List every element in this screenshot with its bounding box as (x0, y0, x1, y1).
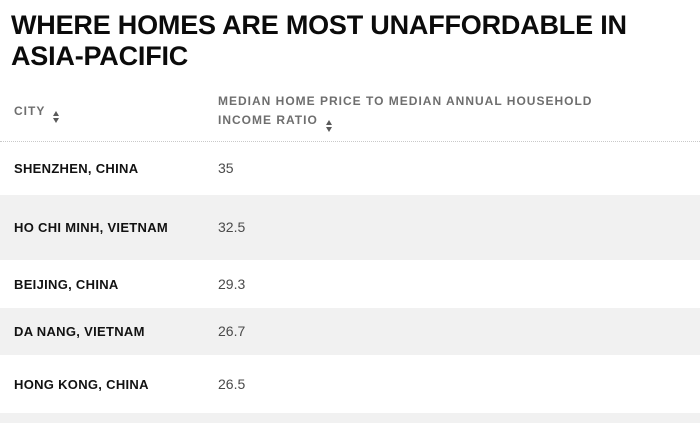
sort-arrows-icon[interactable] (53, 110, 60, 123)
sort-down-icon (325, 127, 332, 132)
ratio-cell: 26.7 (218, 323, 246, 339)
table-row: HO CHI MINH, VIETNAM 32.5 (0, 195, 700, 260)
sort-up-icon (53, 110, 60, 116)
table-row: SHENZHEN, CHINA 35 (0, 142, 700, 195)
city-cell: SHENZHEN, CHINA (14, 161, 139, 176)
table-row: DA NANG, VIETNAM 26.7 (0, 308, 700, 355)
city-cell: HO CHI MINH, VIETNAM (14, 220, 169, 235)
sort-arrows-icon[interactable] (325, 120, 332, 132)
city-cell: HONG KONG, CHINA (14, 376, 149, 392)
sort-up-icon (325, 120, 332, 125)
table-body: SHENZHEN, CHINA 35 HO CHI MINH, VIETNAM … (0, 142, 700, 423)
table-row: HONG KONG, CHINA 26.5 (0, 355, 700, 413)
city-cell: DA NANG, VIETNAM (14, 324, 145, 339)
ratio-cell: 29.3 (218, 275, 246, 292)
ratio-cell: 32.5 (218, 219, 246, 235)
column-header-ratio-label: MEDIAN HOME PRICE TO MEDIAN ANNUAL HOUSE… (218, 94, 593, 127)
page-title: WHERE HOMES ARE MOST UNAFFORDABLE IN ASI… (11, 10, 627, 71)
column-header-city-label: CITY (14, 103, 46, 118)
column-header-ratio[interactable]: MEDIAN HOME PRICE TO MEDIAN ANNUAL HOUSE… (218, 92, 638, 132)
ratio-cell: 26.5 (218, 375, 246, 392)
table-header-row: CITY MEDIAN HOME PRICE TO MEDIAN ANNUAL … (0, 86, 700, 142)
ratio-cell: 35 (218, 160, 234, 176)
column-header-city[interactable]: CITY (14, 102, 218, 123)
sort-down-icon (53, 117, 60, 123)
city-cell: BEIJING, CHINA (14, 276, 119, 292)
table-row: BEIJING, CHINA 29.3 (0, 260, 700, 308)
table-row-partial (0, 413, 700, 423)
affordability-table: CITY MEDIAN HOME PRICE TO MEDIAN ANNUAL … (0, 86, 700, 423)
